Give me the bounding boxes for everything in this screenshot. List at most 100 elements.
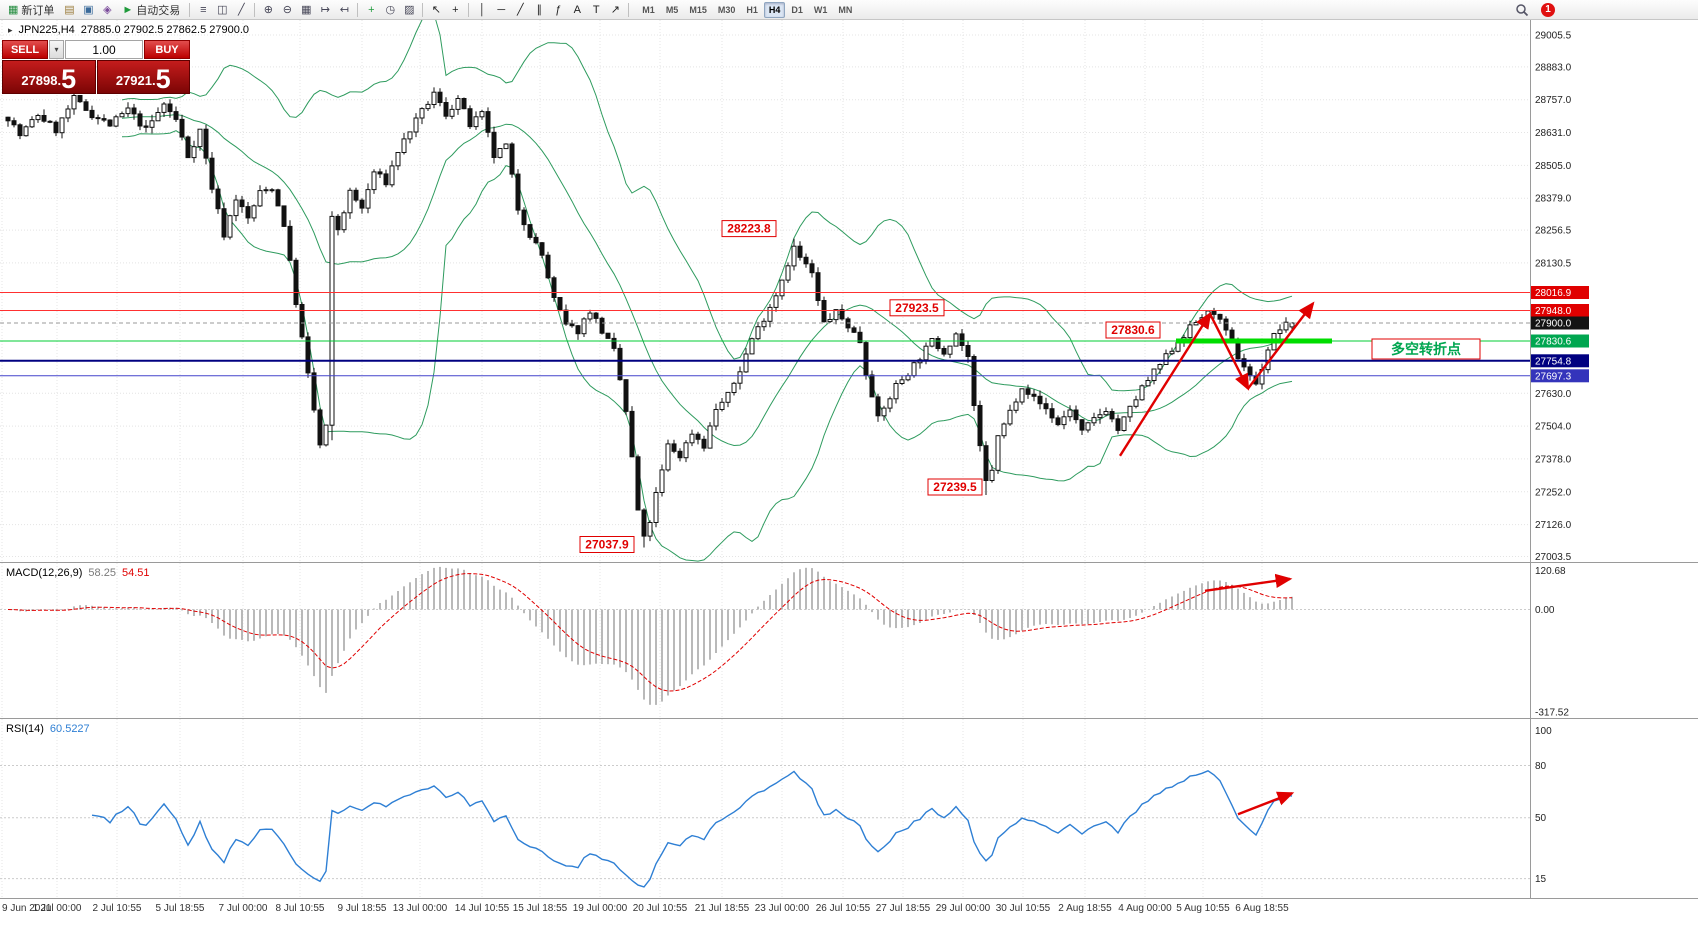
toolbar-separator (357, 2, 359, 17)
svg-text:27252.0: 27252.0 (1535, 487, 1572, 498)
symbol-name: JPN225,H4 (18, 24, 75, 36)
vertical-line-icon[interactable]: │ (473, 2, 491, 18)
ask-price-box[interactable]: 27921. 5 (96, 60, 190, 94)
volume-dropdown[interactable]: ▾ (49, 40, 64, 59)
market-watch-icon[interactable]: ▤ (60, 2, 78, 18)
annotation-arrows (1118, 301, 1315, 816)
svg-text:9 Jun 2021: 9 Jun 2021 (2, 903, 52, 914)
axis-tag-27900.0: 27900.0 (1531, 316, 1589, 330)
rsi-line (91, 770, 1293, 888)
svg-text:120.68: 120.68 (1535, 566, 1566, 577)
sell-button[interactable]: SELL (2, 40, 48, 59)
svg-text:19 Jul 00:00: 19 Jul 00:00 (573, 903, 628, 914)
zoom-out-icon: ⊖ (282, 4, 292, 16)
new-order-button-label: 新订单 (21, 4, 55, 17)
one-click-trading-panel: SELL ▾ 1.00 BUY 27898. 5 27921. 5 (2, 40, 190, 94)
candles-layer (5, 87, 1295, 548)
buy-button[interactable]: BUY (144, 40, 190, 59)
crosshair-icon[interactable]: + (446, 2, 464, 18)
tf-m1-button[interactable]: M1 (642, 4, 655, 15)
tf-h1-button[interactable]: H1 (746, 4, 758, 15)
svg-text:27697.3: 27697.3 (1535, 371, 1572, 382)
axis-tag-27697.3: 27697.3 (1531, 369, 1589, 383)
price-axis[interactable] (1530, 20, 1698, 941)
volume-input[interactable]: 1.00 (65, 40, 143, 59)
indicators-add-icon[interactable]: + (362, 2, 380, 18)
chart-shift-icon[interactable]: ↤ (335, 2, 353, 18)
arrows-tool-icon[interactable]: ↗ (606, 2, 624, 18)
navigator-icon[interactable]: ◈ (98, 2, 116, 18)
svg-text:27900.0: 27900.0 (1535, 319, 1572, 330)
grid-layer (0, 20, 1530, 898)
zoom-out-icon[interactable]: ⊖ (278, 2, 296, 18)
bid-price-big: 5 (61, 64, 77, 95)
tile-windows-icon[interactable]: ▦ (297, 2, 315, 18)
svg-text:27378.0: 27378.0 (1535, 454, 1572, 465)
tf-m5-button[interactable]: M5 (665, 4, 679, 15)
fibonacci-icon[interactable]: ƒ (549, 2, 567, 18)
text-icon: A (573, 3, 581, 16)
svg-text:27 Jul 18:55: 27 Jul 18:55 (876, 903, 931, 914)
timeframe-group: M1 M5 M15 M30 H1 H4 D1 W1 MN (637, 1, 857, 18)
search-icon[interactable] (1513, 2, 1531, 18)
tf-w1-button[interactable]: W1 (813, 4, 828, 15)
line-chart-type-icon[interactable]: ╱ (232, 2, 250, 18)
candlestick-type-icon[interactable]: ◫ (213, 2, 231, 18)
bid-price-box[interactable]: 27898. 5 (2, 60, 96, 94)
text-label-icon[interactable]: T (587, 2, 605, 18)
auto-scroll-icon[interactable]: ↦ (316, 2, 334, 18)
turning-point-label[interactable]: 多空转折点 (1371, 338, 1481, 360)
red-arrow-1[interactable] (1118, 311, 1212, 457)
svg-text:100: 100 (1535, 726, 1552, 737)
cursor-icon[interactable]: ↖ (427, 2, 445, 18)
symbol-icon: ▸ (8, 24, 13, 35)
text-icon[interactable]: A (568, 2, 586, 18)
periods-icon[interactable]: ◷ (381, 2, 399, 18)
macd-signal-value: 54.51 (121, 567, 150, 579)
tf-m30-button[interactable]: M30 (717, 4, 736, 15)
macd-histogram (13, 566, 1293, 705)
axis-tag-27948.0: 27948.0 (1531, 304, 1589, 317)
red-arrow-4[interactable] (1204, 573, 1293, 592)
templates-icon[interactable]: ▨ (400, 2, 418, 18)
tf-h4-button[interactable]: H4 (763, 1, 786, 18)
channel-icon[interactable]: ∥ (530, 2, 548, 18)
price-label-27830.6[interactable]: 27830.6 (1105, 321, 1161, 339)
red-arrow-5[interactable] (1237, 791, 1295, 816)
tf-mn-button[interactable]: MN (838, 4, 853, 15)
svg-text:4 Aug 00:00: 4 Aug 00:00 (1118, 903, 1172, 914)
price-label-27923.5[interactable]: 27923.5 (889, 299, 945, 317)
bid-price-small: 27898. (21, 73, 62, 88)
axis-tag-27830.6: 27830.6 (1531, 334, 1589, 348)
autotrade-button[interactable]: ► 自动交易 (117, 2, 185, 18)
toolbar: ▦ 新订单 ▤ ▣ ◈ ► 自动交易 ≡ ◫ ╱ ⊕ ⊖ ▦ ↦ ↤ + ◷ ▨ ↖ + │ ─ ╱ ∥ ƒ A T ↗ M1 M5 M15… (0, 0, 1698, 20)
svg-text:5 Aug 10:55: 5 Aug 10:55 (1176, 903, 1230, 914)
new-order-button[interactable]: ▦ 新订单 (3, 2, 59, 18)
notification-badge[interactable]: 1 (1541, 2, 1555, 17)
horizontal-line-icon[interactable]: ─ (492, 2, 510, 18)
svg-text:9 Jul 18:55: 9 Jul 18:55 (338, 903, 387, 914)
data-window-icon[interactable]: ▣ (79, 2, 97, 18)
red-arrow-2[interactable] (1208, 313, 1250, 391)
rsi-label: RSI(14) 60.5227 (6, 723, 90, 735)
svg-text:27037.9: 27037.9 (585, 538, 629, 552)
price-label-27037.9[interactable]: 27037.9 (579, 536, 635, 553)
navigator-icon: ◈ (103, 4, 112, 16)
svg-text:1 Jul 00:00: 1 Jul 00:00 (33, 903, 82, 914)
svg-text:5 Jul 18:55: 5 Jul 18:55 (156, 903, 205, 914)
rsi-value: 60.5227 (49, 723, 90, 735)
tf-m15-button[interactable]: M15 (689, 4, 707, 15)
bar-chart-type-icon[interactable]: ≡ (194, 2, 212, 18)
zoom-in-icon[interactable]: ⊕ (259, 2, 277, 18)
svg-text:28223.8: 28223.8 (727, 222, 771, 236)
red-arrow-3[interactable] (1247, 301, 1315, 390)
price-label-27239.5[interactable]: 27239.5 (927, 478, 983, 496)
periods-icon: ◷ (385, 4, 396, 16)
support-segment[interactable] (1176, 338, 1332, 344)
trendline-icon: ╱ (516, 4, 524, 16)
trendline-icon[interactable]: ╱ (511, 2, 529, 18)
tf-d1-button[interactable]: D1 (791, 4, 803, 15)
svg-text:30 Jul 10:55: 30 Jul 10:55 (996, 903, 1051, 914)
price-label-28223.8[interactable]: 28223.8 (721, 220, 777, 238)
